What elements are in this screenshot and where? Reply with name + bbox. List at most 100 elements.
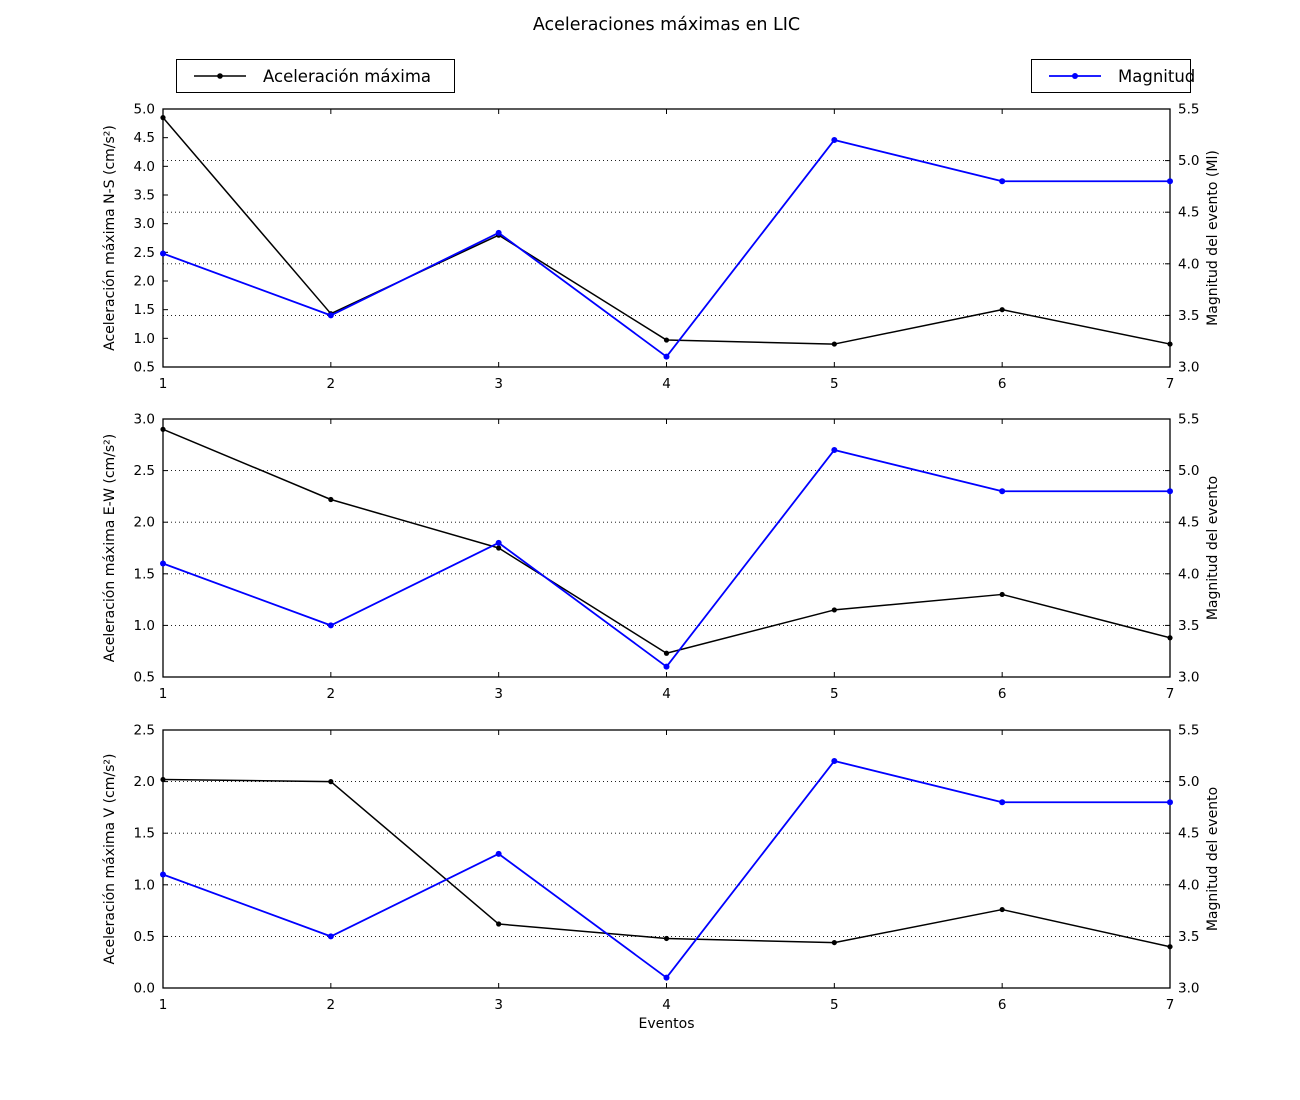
acceleration-line-swatch-icon [194,73,246,79]
ns-ytick-right: 3.0 [1178,360,1199,376]
v-ytick-left: 2.5 [134,723,155,739]
v-magnitude-point [831,757,838,764]
v-acceleration-point [328,779,334,785]
magnitude-line-swatch-icon [1049,73,1101,79]
ns-ytick-right: 4.0 [1178,256,1199,272]
ew-xtick: 5 [830,686,839,702]
ew-plot-frame [162,418,1171,678]
ns-xtick: 2 [327,376,336,392]
ew-acceleration-point [160,426,166,432]
ns-ytick-left: 3.0 [134,216,155,232]
v-ylabel-left: Aceleración máxima V (cm/s²) [102,754,118,965]
ns-acceleration-point [663,337,670,343]
ew-ytick-left: 1.0 [134,618,155,634]
ew-magnitude-point [1167,488,1173,495]
ns-xtick: 5 [830,376,839,392]
ew-acceleration-point [496,545,502,551]
x-axis-label: Eventos [638,1016,695,1032]
ns-ytick-left: 4.5 [134,130,155,146]
v-magnitude-point [663,974,670,981]
ns-ytick-left: 2.5 [134,245,155,261]
ew-ytick-right: 4.5 [1178,515,1199,531]
ns-ytick-left: 3.5 [134,188,155,204]
legend-magnitude: Magnitud [1031,59,1195,93]
ew-ytick-left: 0.5 [134,670,155,686]
v-magnitude-point [1167,799,1173,806]
ns-magnitude-point [999,178,1006,185]
ns-magnitude-point [327,312,334,319]
ns-ytick-right: 3.5 [1178,308,1199,324]
v-ytick-right: 5.0 [1178,774,1199,790]
ew-magnitude-point [327,622,334,629]
v-magnitude-point [999,799,1006,806]
ew-magnitude-point [495,539,502,546]
ns-plot-frame [162,108,1171,368]
v-xtick: 6 [998,997,1007,1013]
ns-xtick: 7 [1166,376,1175,392]
v-magnitude-point [160,871,166,878]
ew-ytick-left: 2.0 [134,515,155,531]
ns-acceleration-point [160,115,166,121]
ew-acceleration-point [1167,635,1173,641]
v-xtick: 7 [1166,997,1175,1013]
v-xtick: 1 [159,997,168,1013]
ew-ytick-left: 1.5 [134,566,155,582]
ew-ytick-right: 4.0 [1178,566,1199,582]
ew-magnitude-point [831,446,838,453]
v-ytick-left: 0.0 [134,981,155,997]
ew-acceleration-point [328,496,334,503]
ns-ytick-left: 1.5 [134,302,155,318]
legend-acceleration-label: Aceleración máxima [263,66,432,86]
v-magnitude-point [495,850,502,857]
ns-ytick-right: 4.5 [1178,205,1199,221]
ew-acceleration-point [831,607,837,613]
v-magnitude-point [327,933,334,940]
ns-magnitude-point [1167,178,1173,185]
chart-title: Aceleraciones máximas en LIC [532,15,801,35]
ns-ytick-left: 5.0 [134,102,155,118]
ns-ytick-left: 2.0 [134,274,155,290]
ew-xtick: 2 [327,686,336,702]
ns-magnitude-point [831,136,838,143]
ew-ytick-right: 5.5 [1178,412,1199,428]
ew-ytick-right: 3.0 [1178,670,1199,686]
v-ytick-right: 4.5 [1178,826,1199,842]
ns-ylabel-right: Magnitud del evento (Ml) [1205,150,1221,326]
v-ytick-right: 3.5 [1178,929,1199,945]
ns-ylabel-left: Aceleración máxima N-S (cm/s²) [102,125,118,351]
ns-magnitude-point [495,229,502,236]
ns-xtick: 6 [998,376,1007,392]
ns-xtick: 3 [494,376,503,392]
ew-xtick: 3 [494,686,503,702]
v-ytick-left: 1.5 [134,826,155,842]
ns-ytick-left: 4.0 [134,159,155,175]
ew-xtick: 1 [159,686,168,702]
ew-ylabel-right: Magnitud del evento [1205,476,1221,620]
ns-xtick: 1 [159,376,168,392]
ew-acceleration-point [999,591,1005,598]
v-ylabel-right: Magnitud del evento [1205,787,1221,931]
ew-ytick-left: 3.0 [134,412,155,428]
v-xtick: 4 [662,997,671,1013]
v-xtick: 2 [327,997,336,1013]
ns-magnitude-point [160,250,166,257]
v-ytick-left: 1.0 [134,877,155,893]
v-ytick-right: 3.0 [1178,981,1199,997]
v-xtick: 5 [830,997,839,1013]
ns-magnitude-point [663,353,670,360]
ew-magnitude-line [162,449,1170,668]
ns-acceleration-point [1167,341,1173,347]
ew-ytick-left: 2.5 [134,463,155,479]
ew-xtick: 6 [998,686,1007,702]
v-ytick-left: 2.0 [134,774,155,790]
v-acceleration-point [663,935,670,942]
ns-ytick-left: 1.0 [134,331,155,347]
v-ytick-right: 5.5 [1178,723,1199,739]
ew-ylabel-left: Aceleración máxima E-W (cm/s²) [102,434,118,663]
ns-ytick-right: 5.0 [1178,153,1199,169]
v-acceleration-point [160,776,166,783]
ns-ytick-left: 0.5 [134,360,155,376]
v-magnitude-line [162,760,1170,979]
v-acceleration-point [831,939,837,946]
